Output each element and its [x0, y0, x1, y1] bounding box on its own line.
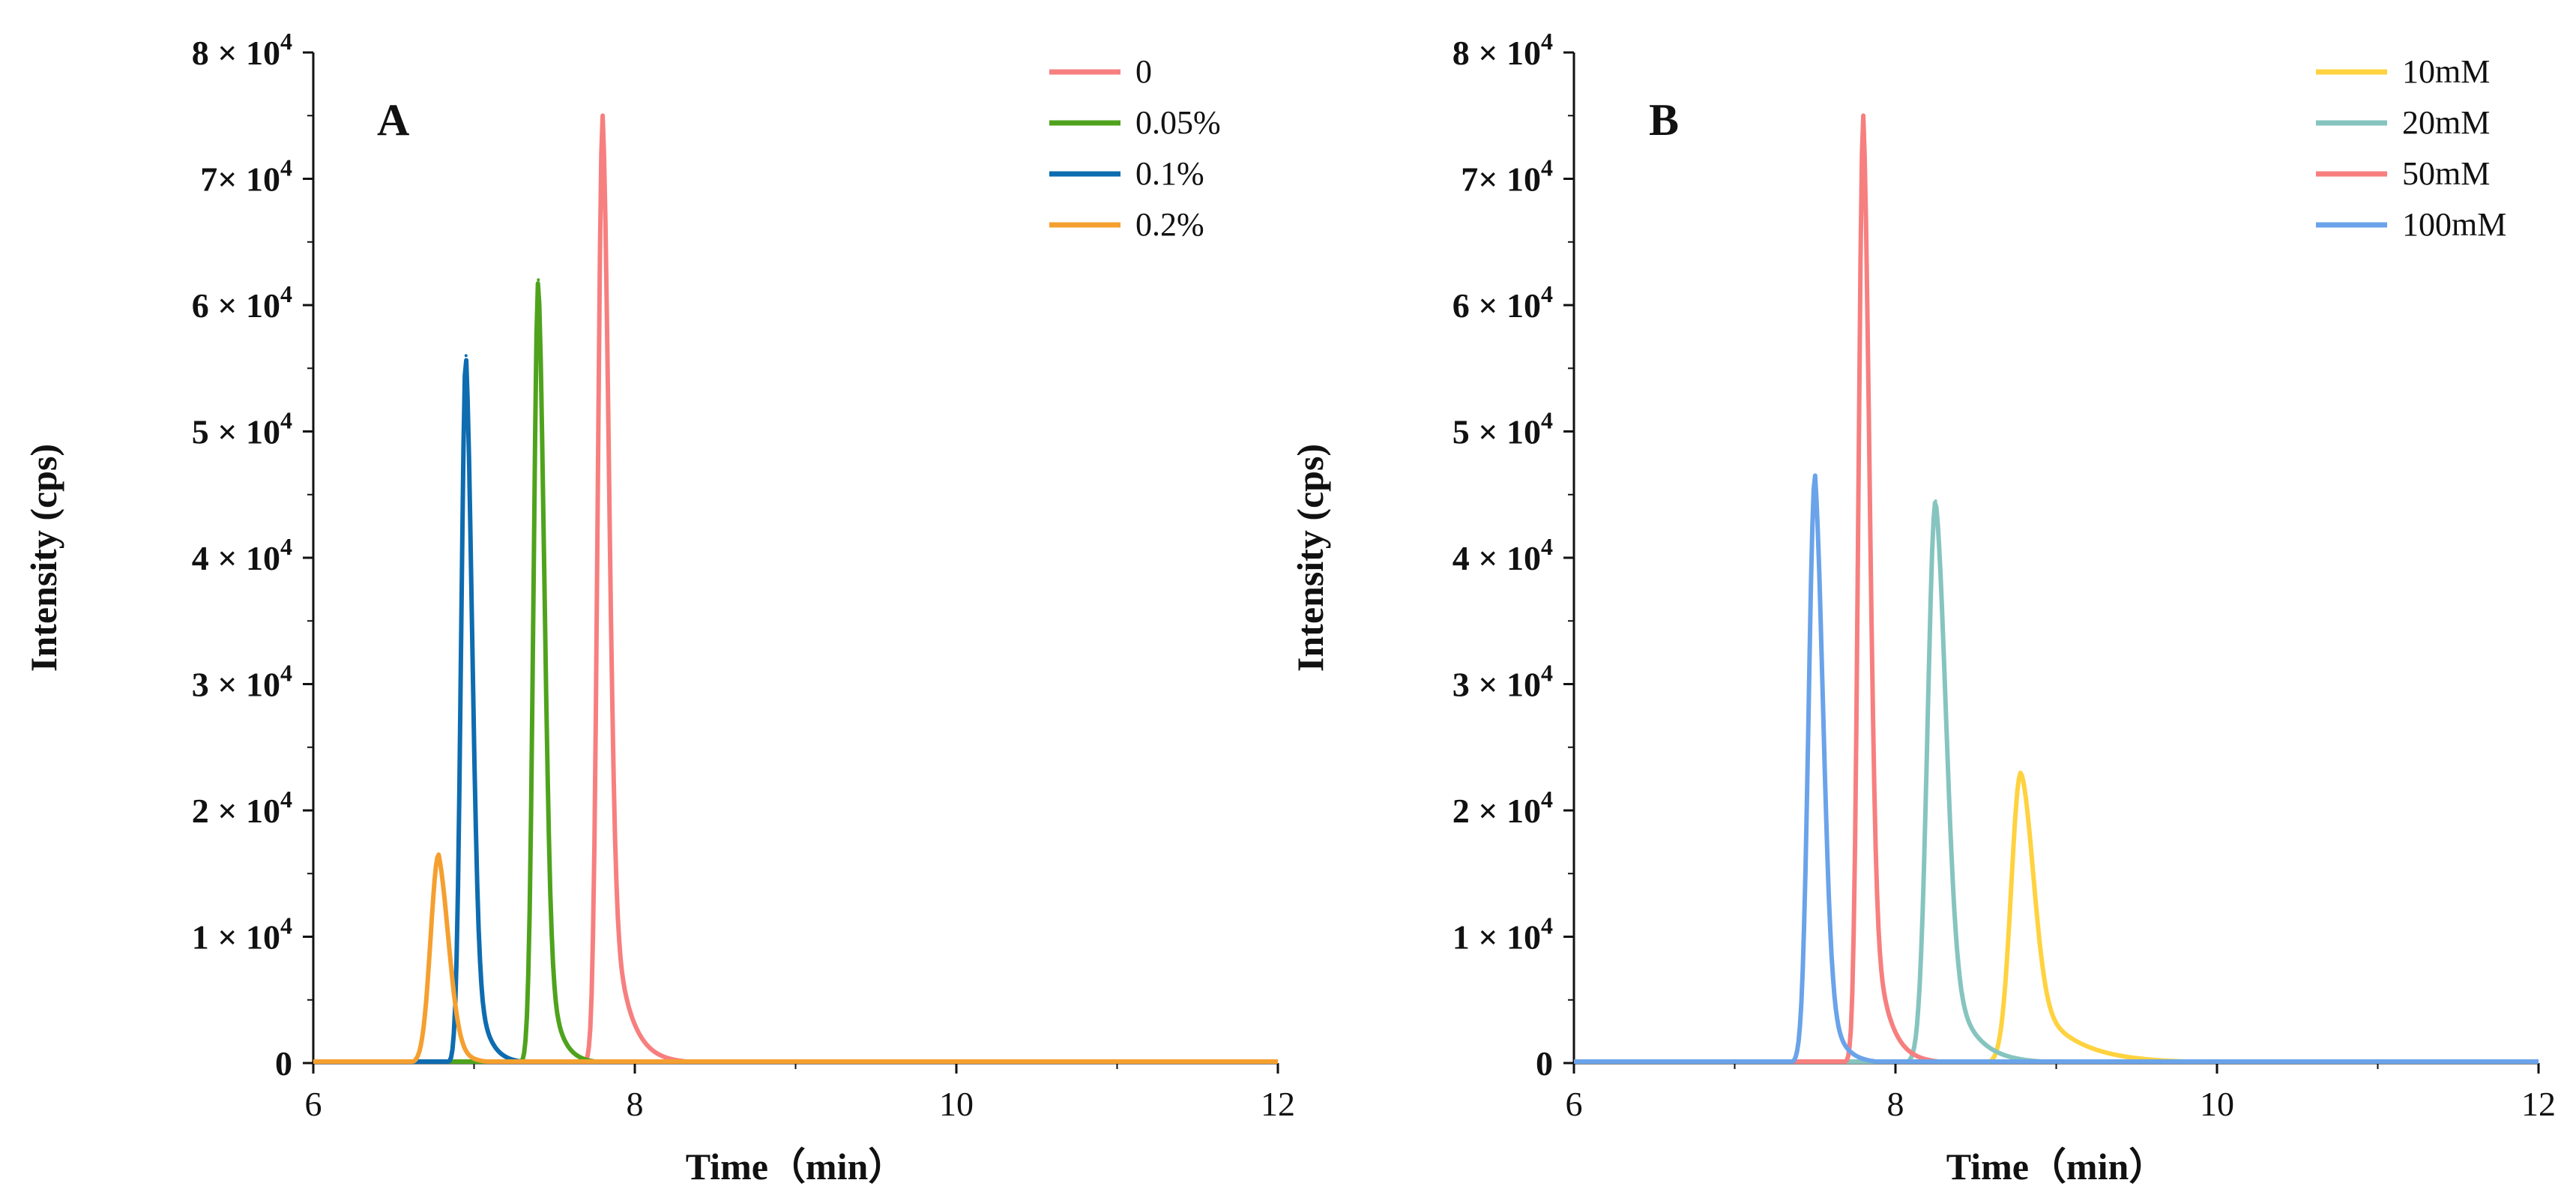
y-tick-label: 7× 104 [200, 154, 292, 199]
y-tick-exponent: 4 [280, 407, 292, 434]
series-line-10mm [1572, 770, 2540, 1064]
series-peak-point [601, 114, 605, 118]
x-tick-label: 8 [627, 1085, 644, 1123]
y-tick-exponent: 4 [280, 154, 292, 181]
x-tick-label: 10 [2200, 1085, 2234, 1123]
y-tick-mantissa: 7× 10 [200, 160, 280, 199]
x-tick-label: 6 [1566, 1085, 1583, 1123]
y-tick-label: 2 × 104 [192, 786, 292, 830]
y-tick-label: 5 × 104 [1453, 407, 1553, 451]
y-axis-title: Intensity (cps) [1289, 444, 1331, 672]
series-peak-point [437, 852, 441, 856]
y-tick-exponent: 4 [280, 660, 292, 687]
x-tick-label: 12 [1261, 1085, 1295, 1123]
series-line-0-2- [312, 852, 1279, 1064]
y-tick-mantissa: 6 × 10 [192, 286, 280, 325]
y-tick-exponent: 4 [280, 280, 292, 307]
y-tick-exponent: 4 [1541, 786, 1553, 813]
panel-label: B [1649, 95, 1679, 145]
x-tick-label: 6 [305, 1085, 322, 1123]
x-tick-label: 12 [2521, 1085, 2556, 1123]
series-line-20mm [1572, 500, 2540, 1064]
y-tick-label: 6 × 104 [1453, 280, 1553, 325]
y-tick-label: 7× 104 [1461, 154, 1553, 199]
y-tick-exponent: 4 [1541, 28, 1553, 55]
legend-label: 0.1% [1135, 155, 1204, 192]
y-tick-exponent: 4 [1541, 533, 1553, 560]
y-tick-exponent: 4 [1541, 280, 1553, 307]
y-tick-mantissa: 4 × 10 [192, 539, 280, 577]
series-peak-point [2019, 771, 2023, 774]
y-tick-label: 6 × 104 [192, 280, 292, 325]
y-tick-exponent: 4 [280, 533, 292, 560]
y-tick-exponent: 4 [280, 786, 292, 813]
y-tick-label: 3 × 104 [192, 660, 292, 704]
y-tick-exponent: 4 [280, 912, 292, 939]
y-tick-exponent: 4 [1541, 660, 1553, 687]
y-tick-mantissa: 2 × 10 [1453, 792, 1541, 830]
y-tick-label: 4 × 104 [1453, 533, 1553, 577]
series-line-50mm [1572, 113, 2540, 1064]
y-tick-label: 5 × 104 [192, 407, 292, 451]
y-tick-label: 1 × 104 [192, 912, 292, 957]
series-peak-point [537, 278, 540, 282]
y-tick-mantissa: 6 × 10 [1453, 286, 1541, 325]
legend-label: 0.05% [1135, 104, 1221, 141]
y-tick-mantissa: 5 × 10 [1453, 413, 1541, 451]
legend-label: 50mM [2402, 155, 2490, 192]
y-tick-mantissa: 2 × 10 [192, 792, 280, 830]
x-axis-title: Time（min） [1946, 1146, 2167, 1188]
y-tick-mantissa: 4 × 10 [1453, 539, 1541, 577]
y-tick-mantissa: 1 × 10 [1453, 918, 1541, 957]
series-line-100mm [1572, 473, 2540, 1064]
y-tick-label: 0 [1536, 1044, 1553, 1083]
y-tick-label: 8 × 104 [192, 28, 292, 72]
x-axis-title: Time（min） [686, 1146, 906, 1188]
x-tick-label: 10 [939, 1085, 974, 1123]
y-tick-exponent: 4 [280, 28, 292, 55]
series-line-0-1- [312, 358, 1279, 1064]
y-tick-label: 2 × 104 [1453, 786, 1553, 830]
panel-label: A [377, 95, 409, 145]
y-tick-exponent: 4 [1541, 407, 1553, 434]
y-tick-mantissa: 3 × 10 [192, 666, 280, 704]
legend-label: 100mM [2402, 206, 2506, 243]
series-peak-point [464, 354, 468, 358]
y-tick-label: 4 × 104 [192, 533, 292, 577]
x-tick-label: 8 [1887, 1085, 1904, 1123]
y-tick-exponent: 4 [1541, 154, 1553, 181]
series-peak-point [1862, 114, 1865, 118]
y-tick-label: 8 × 104 [1453, 28, 1553, 72]
y-tick-mantissa: 8 × 10 [1453, 34, 1541, 72]
y-tick-mantissa: 3 × 10 [1453, 666, 1541, 704]
y-tick-mantissa: 5 × 10 [192, 413, 280, 451]
legend-label: 20mM [2402, 104, 2490, 141]
y-tick-mantissa: 8 × 10 [192, 34, 280, 72]
y-tick-exponent: 4 [1541, 912, 1553, 939]
y-tick-label: 3 × 104 [1453, 660, 1553, 704]
y-tick-mantissa: 0 [1536, 1044, 1553, 1083]
y-tick-mantissa: 7× 10 [1461, 160, 1541, 199]
y-tick-label: 1 × 104 [1453, 912, 1553, 957]
y-axis-title: Intensity (cps) [22, 444, 64, 672]
legend-label: 10mM [2402, 53, 2490, 90]
legend-label: 0.2% [1135, 206, 1204, 243]
y-tick-mantissa: 1 × 10 [192, 918, 280, 957]
legend-label: 0 [1135, 53, 1152, 90]
y-tick-label: 0 [275, 1044, 292, 1083]
y-tick-mantissa: 0 [275, 1044, 292, 1083]
series-peak-point [1813, 474, 1817, 478]
series-peak-point [1934, 499, 1937, 503]
